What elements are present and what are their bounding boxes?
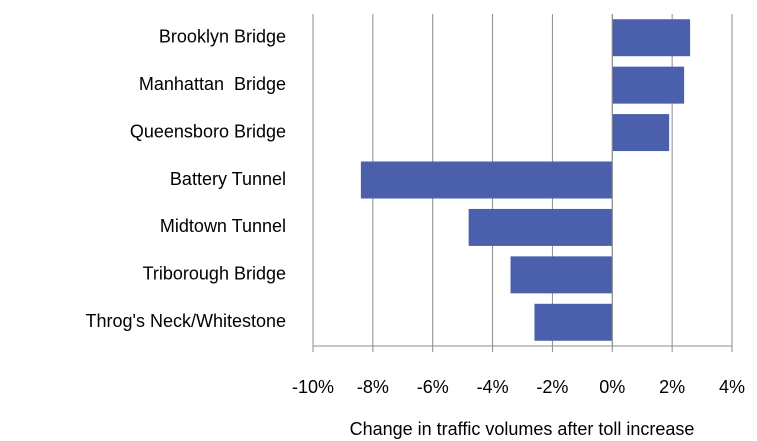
y-tick-label: Midtown Tunnel <box>160 216 286 236</box>
x-axis-title: Change in traffic volumes after toll inc… <box>350 419 695 439</box>
x-tick-label: -8% <box>357 377 389 397</box>
bar <box>468 208 613 246</box>
bar <box>612 66 685 104</box>
x-tick-label: 0% <box>599 377 625 397</box>
y-tick-label: Queensboro Bridge <box>130 121 286 141</box>
bar <box>612 114 670 152</box>
y-tick-label: Throg's Neck/Whitestone <box>85 311 286 331</box>
y-tick-label: Brooklyn Bridge <box>159 26 286 46</box>
bar <box>612 19 691 57</box>
x-tick-label: -4% <box>477 377 509 397</box>
y-tick-label: Triborough Bridge <box>143 264 286 284</box>
x-tick-label: -6% <box>417 377 449 397</box>
x-tick-label: 2% <box>659 377 685 397</box>
bar <box>534 303 613 341</box>
y-tick-label: Battery Tunnel <box>170 169 286 189</box>
y-tick-label: Manhattan Bridge <box>139 74 286 94</box>
bar <box>510 256 613 294</box>
x-tick-label: -10% <box>292 377 334 397</box>
x-tick-label: 4% <box>719 377 745 397</box>
x-tick-label: -2% <box>536 377 568 397</box>
bar <box>360 161 613 199</box>
